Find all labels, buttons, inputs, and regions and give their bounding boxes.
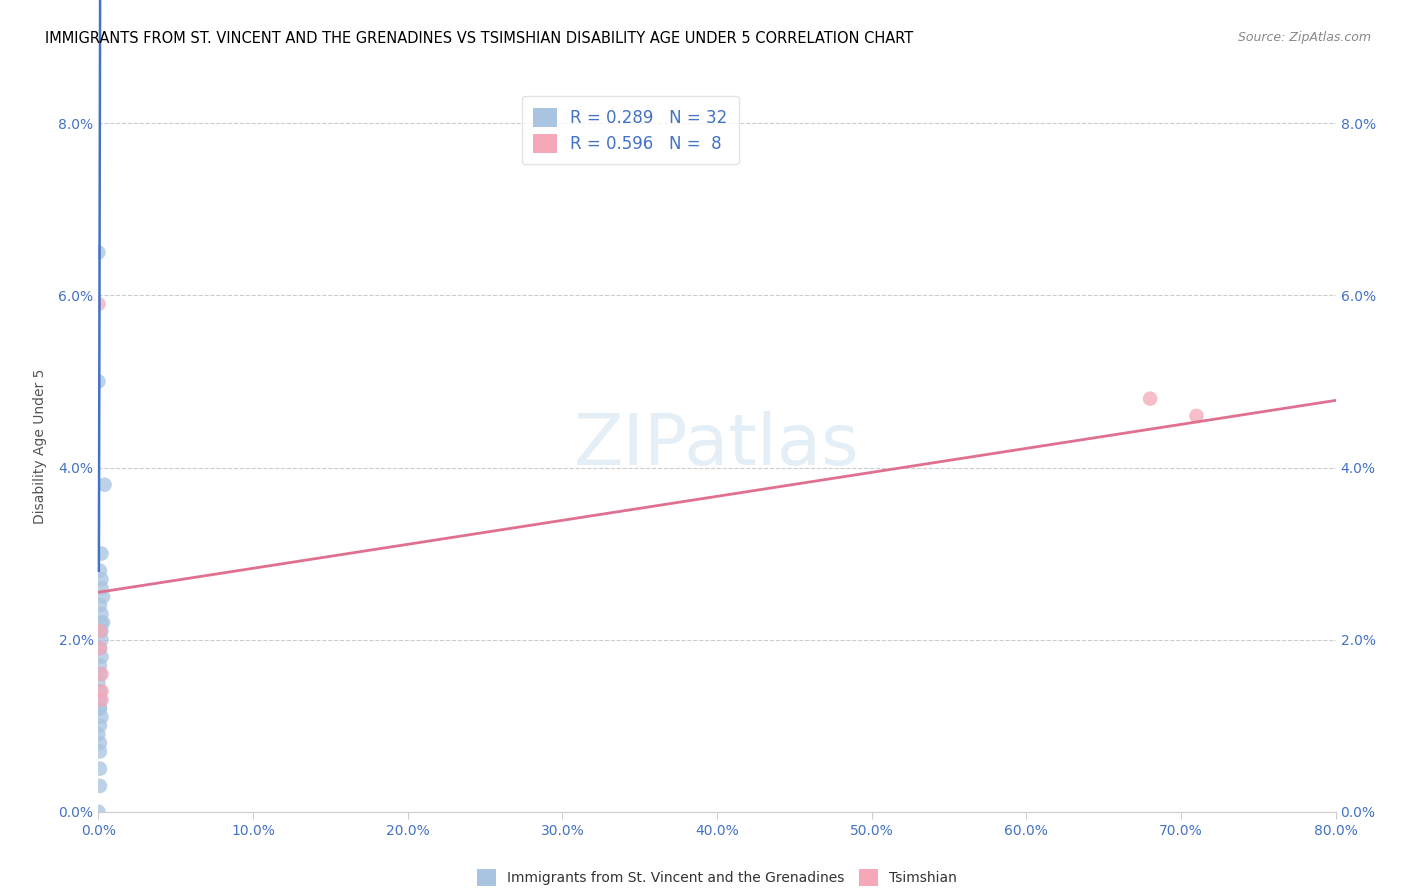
Point	[89, 701, 111, 715]
Point	[90, 693, 112, 707]
Point	[87, 727, 110, 741]
Point	[87, 297, 110, 311]
Point	[90, 684, 112, 698]
Point	[89, 667, 111, 681]
Point	[89, 744, 111, 758]
Point	[89, 693, 111, 707]
Point	[87, 245, 110, 260]
Point	[89, 779, 111, 793]
Point	[89, 719, 111, 733]
Point	[91, 615, 114, 630]
Point	[89, 701, 111, 715]
Point	[90, 581, 112, 595]
Point	[89, 624, 111, 638]
Point	[90, 547, 112, 561]
Point	[90, 615, 112, 630]
Y-axis label: Disability Age Under 5: Disability Age Under 5	[34, 368, 48, 524]
Text: ZIPatlas: ZIPatlas	[574, 411, 860, 481]
Point	[89, 641, 111, 656]
Text: Source: ZipAtlas.com: Source: ZipAtlas.com	[1237, 31, 1371, 45]
Point	[89, 762, 111, 776]
Point	[90, 632, 112, 647]
Point	[1139, 392, 1161, 406]
Point	[89, 598, 111, 612]
Point	[89, 564, 111, 578]
Text: IMMIGRANTS FROM ST. VINCENT AND THE GRENADINES VS TSIMSHIAN DISABILITY AGE UNDER: IMMIGRANTS FROM ST. VINCENT AND THE GREN…	[45, 31, 914, 46]
Point	[89, 684, 111, 698]
Point	[90, 649, 112, 664]
Point	[89, 736, 111, 750]
Point	[90, 667, 112, 681]
Legend: Immigrants from St. Vincent and the Grenadines, Tsimshian: Immigrants from St. Vincent and the Gren…	[470, 863, 965, 892]
Point	[91, 590, 114, 604]
Point	[90, 710, 112, 724]
Point	[90, 624, 112, 638]
Point	[89, 641, 111, 656]
Point	[90, 607, 112, 621]
Point	[87, 375, 110, 389]
Point	[93, 477, 115, 491]
Point	[90, 573, 112, 587]
Point	[87, 805, 110, 819]
Point	[89, 624, 111, 638]
Point	[1185, 409, 1208, 423]
Point	[87, 675, 110, 690]
Point	[89, 658, 111, 673]
